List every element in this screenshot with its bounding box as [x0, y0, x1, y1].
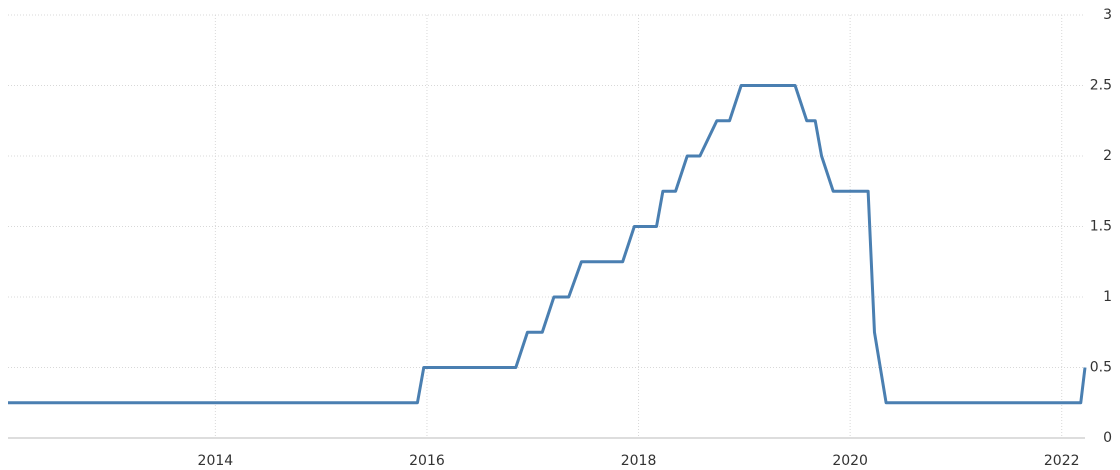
y-tick-label: 1.5: [1090, 219, 1112, 235]
y-tick-label: 0: [1103, 430, 1112, 446]
data-line: [8, 84, 1087, 405]
y-tick-label: 2.5: [1090, 78, 1112, 94]
x-tick-label: 2020: [832, 453, 868, 469]
x-tick-label: 2018: [621, 453, 657, 469]
y-tick-label: 1: [1103, 289, 1112, 305]
x-tick-label: 2016: [409, 453, 445, 469]
y-tick-label: 2: [1103, 148, 1112, 164]
y-tick-label: 0.5: [1090, 360, 1112, 376]
x-tick-label: 2014: [198, 453, 234, 469]
x-tick-label: 2022: [1044, 453, 1080, 469]
y-tick-label: 3: [1103, 7, 1112, 23]
